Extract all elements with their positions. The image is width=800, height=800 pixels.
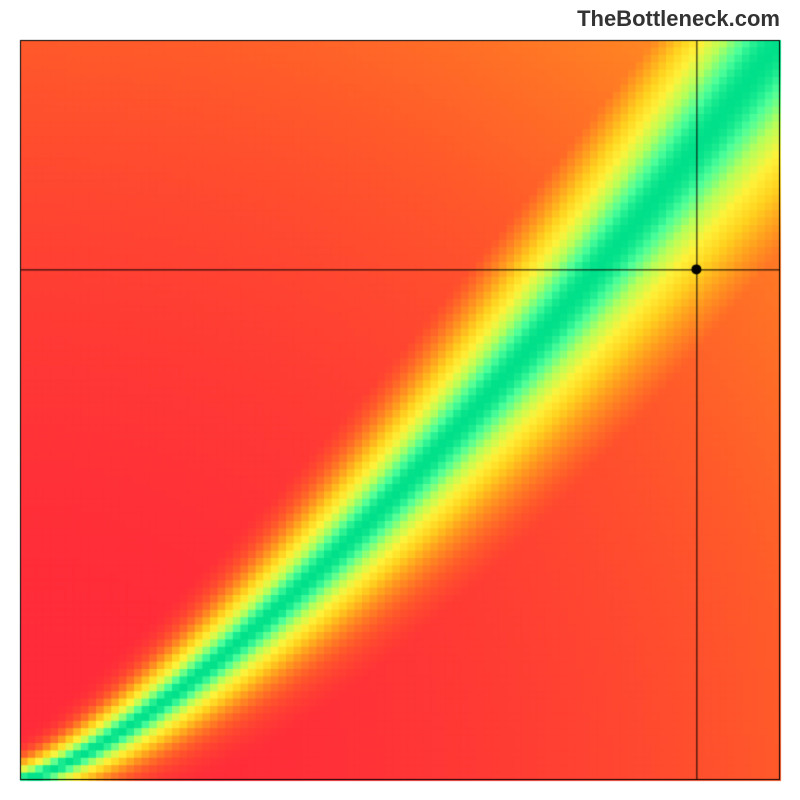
chart-container: TheBottleneck.com	[0, 0, 800, 800]
watermark-text: TheBottleneck.com	[577, 6, 780, 32]
bottleneck-heatmap	[0, 0, 800, 800]
